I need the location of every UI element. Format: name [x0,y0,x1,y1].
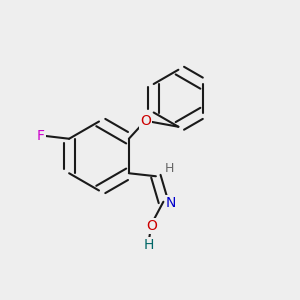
Text: H: H [143,238,154,252]
Text: F: F [37,129,45,143]
Text: N: N [166,196,176,210]
Text: H: H [165,162,174,175]
Text: O: O [140,114,151,128]
Text: O: O [146,219,157,233]
